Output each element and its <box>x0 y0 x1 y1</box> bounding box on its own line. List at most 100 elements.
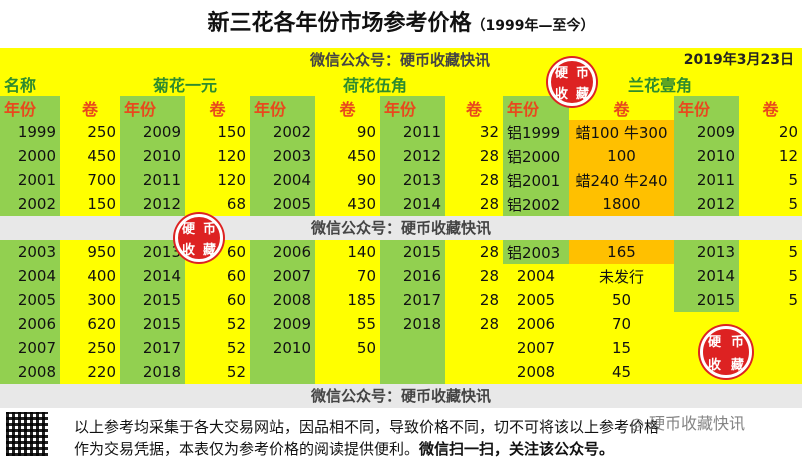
col-header-year: 年份 <box>380 96 445 120</box>
col-header-roll: 卷 <box>60 96 120 120</box>
table-cell: 28 <box>445 240 503 264</box>
seal-stamp-icon: 硬币收藏 <box>175 214 223 262</box>
table-cell: 28 <box>445 168 503 192</box>
header-band <box>0 72 802 96</box>
seal-stamp-icon: 硬币收藏 <box>700 326 752 378</box>
table-cell <box>380 336 445 360</box>
table-cell: 185 <box>315 288 380 312</box>
table-cell: 2015 <box>120 312 185 336</box>
table-cell: 2010 <box>120 144 185 168</box>
table-cell: 5 <box>739 288 802 312</box>
table-cell: 铝2000 <box>503 144 569 168</box>
table-cell: 铝2002 <box>503 192 569 216</box>
table-cell: 60 <box>185 288 250 312</box>
col-header-year: 年份 <box>0 96 60 120</box>
table-cell <box>739 312 802 336</box>
table-cell: 2006 <box>250 240 315 264</box>
table-cell: 140 <box>315 240 380 264</box>
header-chrysanthemum: 菊花一元 <box>152 76 217 95</box>
table-cell: 620 <box>60 312 120 336</box>
table-cell: 90 <box>315 168 380 192</box>
table-cell: 2005 <box>0 288 60 312</box>
table-cell: 铝1999 <box>503 120 569 144</box>
top-band <box>0 48 802 72</box>
table-cell: 120 <box>185 144 250 168</box>
table-cell: 50 <box>315 336 380 360</box>
table-cell: 2014 <box>380 192 445 216</box>
table-cell: 2017 <box>380 288 445 312</box>
table-cell: 220 <box>60 360 120 384</box>
table-cell: 2012 <box>120 192 185 216</box>
table-cell: 2004 <box>503 264 569 288</box>
table-cell: 2007 <box>0 336 60 360</box>
table-cell: 430 <box>315 192 380 216</box>
col-header-year: 年份 <box>120 96 185 120</box>
table-cell: 2012 <box>674 192 739 216</box>
table-cell <box>250 360 315 384</box>
table-cell: 15 <box>569 336 674 360</box>
table-cell: 2013 <box>674 240 739 264</box>
table-cell: 450 <box>315 144 380 168</box>
page-title: 新三花各年份市场参考价格（1999年—至今） <box>0 0 802 48</box>
footer-note: 以上参考均采集于各大交易网站，因品相不同，导致价格不同，切不可将该以上参考价格 … <box>74 416 794 460</box>
table-cell: 2007 <box>503 336 569 360</box>
table-cell: 60 <box>185 264 250 288</box>
table-cell: 2011 <box>674 168 739 192</box>
table-cell: 165 <box>569 240 674 264</box>
seal-stamp-icon: 硬币收藏 <box>548 58 596 106</box>
table-cell: 52 <box>185 312 250 336</box>
table-cell: 2004 <box>250 168 315 192</box>
col-header-roll: 卷 <box>315 96 380 120</box>
table-cell: 2004 <box>0 264 60 288</box>
table-cell: 150 <box>60 192 120 216</box>
table-cell: 90 <box>315 120 380 144</box>
table-cell: 45 <box>569 360 674 384</box>
qr-code-icon[interactable] <box>6 412 48 456</box>
table-cell: 2001 <box>0 168 60 192</box>
table-cell: 55 <box>315 312 380 336</box>
table-cell <box>445 360 503 384</box>
table-cell: 300 <box>60 288 120 312</box>
table-cell: 2011 <box>380 120 445 144</box>
table-cell: 20 <box>739 120 802 144</box>
table-cell: 2013 <box>380 168 445 192</box>
footer-line-2a: 作为交易凭据，本表仅为参考价格的阅读提供便利。 <box>74 440 420 458</box>
table-cell <box>315 360 380 384</box>
table-cell: 2018 <box>380 312 445 336</box>
table-cell: 1999 <box>0 120 60 144</box>
table-cell: 28 <box>445 264 503 288</box>
wechat-line-middle: 微信公众号：硬币收藏快讯 <box>0 216 802 240</box>
table-cell: 2014 <box>674 264 739 288</box>
header-orchid: 兰花壹角 <box>627 76 692 95</box>
col-header-roll: 卷 <box>445 96 503 120</box>
table-cell: 2014 <box>120 264 185 288</box>
table-cell: 5 <box>739 192 802 216</box>
table-cell: 52 <box>185 336 250 360</box>
table-cell: 2006 <box>503 312 569 336</box>
table-cell: 2007 <box>250 264 315 288</box>
header-name: 名称 <box>4 76 37 95</box>
table-cell: 5 <box>739 264 802 288</box>
table-cell: 5 <box>739 168 802 192</box>
table-cell <box>380 360 445 384</box>
table-cell: 2013 <box>120 240 185 264</box>
table-cell: 2015 <box>674 288 739 312</box>
col-header-roll: 卷 <box>185 96 250 120</box>
table-cell: 2009 <box>250 312 315 336</box>
table-cell: 700 <box>60 168 120 192</box>
table-cell <box>445 336 503 360</box>
table-cell: 2005 <box>250 192 315 216</box>
table-cell: 2008 <box>250 288 315 312</box>
table-cell: 2009 <box>674 120 739 144</box>
table-cell: 2006 <box>0 312 60 336</box>
table-cell: 2016 <box>380 264 445 288</box>
table-cell: 28 <box>445 144 503 168</box>
table-cell: 12 <box>739 144 802 168</box>
table-cell: 28 <box>445 192 503 216</box>
table-cell: 2012 <box>380 144 445 168</box>
title-main: 新三花各年份市场参考价格 <box>207 11 472 36</box>
table-cell: 5 <box>739 240 802 264</box>
table-cell: 150 <box>185 120 250 144</box>
table-cell: 2018 <box>120 360 185 384</box>
table-cell: 1800 <box>569 192 674 216</box>
